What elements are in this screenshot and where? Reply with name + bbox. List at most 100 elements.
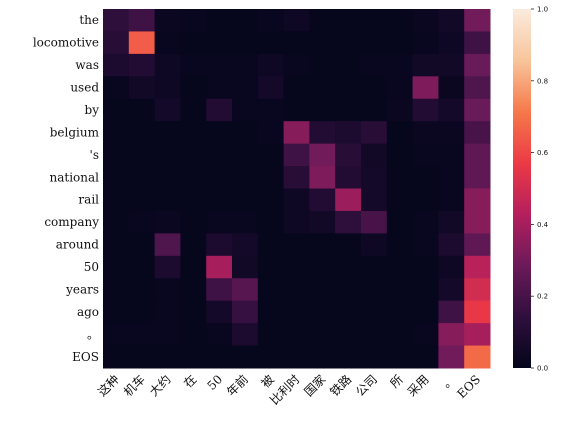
heatmap-cell xyxy=(232,345,259,369)
heatmap-cell xyxy=(128,345,156,369)
heatmap-cell xyxy=(283,300,310,324)
y-tick-label: was xyxy=(75,58,99,72)
y-tick-label: used xyxy=(70,81,99,95)
colorbar-tick-label: 0.0 xyxy=(537,365,548,373)
x-tick-label: 被 xyxy=(258,372,276,390)
heatmap-cell xyxy=(154,76,181,100)
heatmap-cell xyxy=(361,9,388,32)
heatmap-cell xyxy=(180,210,207,234)
heatmap-cell xyxy=(257,121,285,145)
heatmap-cell xyxy=(283,9,310,32)
heatmap-cell xyxy=(464,278,491,302)
heatmap-cell xyxy=(103,323,130,347)
heatmap-cell xyxy=(386,255,414,279)
heatmap-cell xyxy=(154,300,181,324)
heatmap-cell xyxy=(412,76,439,100)
heatmap-cell xyxy=(180,233,207,257)
heatmap-cell xyxy=(283,31,310,55)
heatmap-cell xyxy=(180,98,207,122)
heatmap-cell xyxy=(206,300,233,324)
heatmap-cell xyxy=(438,210,465,234)
heatmap-cell xyxy=(386,300,414,324)
heatmap-cell xyxy=(309,166,336,189)
heatmap-cell xyxy=(283,76,310,100)
heatmap-cell xyxy=(206,9,233,32)
heatmap-cell xyxy=(232,31,259,55)
heatmap-cell xyxy=(257,233,285,257)
heatmap-cell xyxy=(180,323,207,347)
heatmap-cell xyxy=(438,121,465,145)
heatmap-cell xyxy=(464,31,491,55)
heatmap-cell xyxy=(335,300,362,324)
heatmap-cell xyxy=(335,323,362,347)
heatmap-cell xyxy=(309,53,336,77)
heatmap-cell xyxy=(309,31,336,55)
heatmap-cell xyxy=(335,345,362,369)
heatmap-cell xyxy=(283,255,310,279)
heatmap-cell xyxy=(232,53,259,77)
heatmap-cell xyxy=(361,255,388,279)
heatmap-cell xyxy=(335,166,362,189)
heatmap-cell xyxy=(154,9,181,32)
heatmap-cell xyxy=(283,53,310,77)
heatmap-cell xyxy=(361,76,388,100)
heatmap-cell xyxy=(180,31,207,55)
heatmap-cell xyxy=(232,210,259,234)
heatmap-cell xyxy=(309,121,336,145)
heatmap-cell xyxy=(361,210,388,234)
heatmap-cell xyxy=(232,255,259,279)
y-tick-label: 。 xyxy=(87,327,99,341)
x-tick-label: 铁路 xyxy=(327,372,355,400)
heatmap-cell xyxy=(180,166,207,189)
heatmap-cell xyxy=(335,9,362,32)
heatmap-cell xyxy=(386,98,414,122)
x-tick-label: 国家 xyxy=(301,372,329,400)
heatmap-cell xyxy=(180,9,207,32)
heatmap-cell xyxy=(412,31,439,55)
heatmap-cell xyxy=(361,345,388,369)
heatmap-cell xyxy=(412,166,439,189)
heatmap-cell xyxy=(257,76,285,100)
heatmap-cell xyxy=(128,323,156,347)
heatmap-cell xyxy=(180,53,207,77)
y-tick-label: by xyxy=(85,103,100,117)
heatmap-cell xyxy=(257,188,285,212)
heatmap-cell xyxy=(257,143,285,167)
heatmap-cell xyxy=(464,188,491,212)
heatmap-cell xyxy=(361,143,388,167)
heatmap-cell xyxy=(438,53,465,77)
heatmap-cell xyxy=(180,255,207,279)
heatmap-cell xyxy=(361,53,388,77)
heatmap-cell xyxy=(464,323,491,347)
heatmap-cell xyxy=(154,323,181,347)
heatmap-cell xyxy=(103,31,130,55)
heatmap-cell xyxy=(361,166,388,189)
heatmap-cell xyxy=(232,9,259,32)
heatmap-cell xyxy=(309,345,336,369)
heatmap-cell xyxy=(206,188,233,212)
heatmap-cell xyxy=(257,31,285,55)
heatmap-cell xyxy=(412,323,439,347)
heatmap-cell xyxy=(206,76,233,100)
heatmap-cell xyxy=(335,188,362,212)
heatmap-cell xyxy=(128,143,156,167)
heatmap-cell xyxy=(103,210,130,234)
heatmap-cell xyxy=(412,210,439,234)
heatmap-cell xyxy=(309,278,336,302)
heatmap-cell xyxy=(232,76,259,100)
heatmap-cell xyxy=(464,345,491,369)
y-tick-label: 50 xyxy=(84,260,99,274)
heatmap-cell xyxy=(232,188,259,212)
x-tick-label: 所 xyxy=(387,372,405,390)
heatmap-cell xyxy=(309,323,336,347)
heatmap-cell xyxy=(386,210,414,234)
heatmap-cell xyxy=(128,300,156,324)
heatmap-cell xyxy=(154,121,181,145)
heatmap-cell xyxy=(412,255,439,279)
heatmap-cell xyxy=(128,9,156,32)
heatmap-cell xyxy=(128,76,156,100)
heatmap-cell xyxy=(154,166,181,189)
heatmap-cell xyxy=(464,143,491,167)
heatmap-cell xyxy=(309,188,336,212)
